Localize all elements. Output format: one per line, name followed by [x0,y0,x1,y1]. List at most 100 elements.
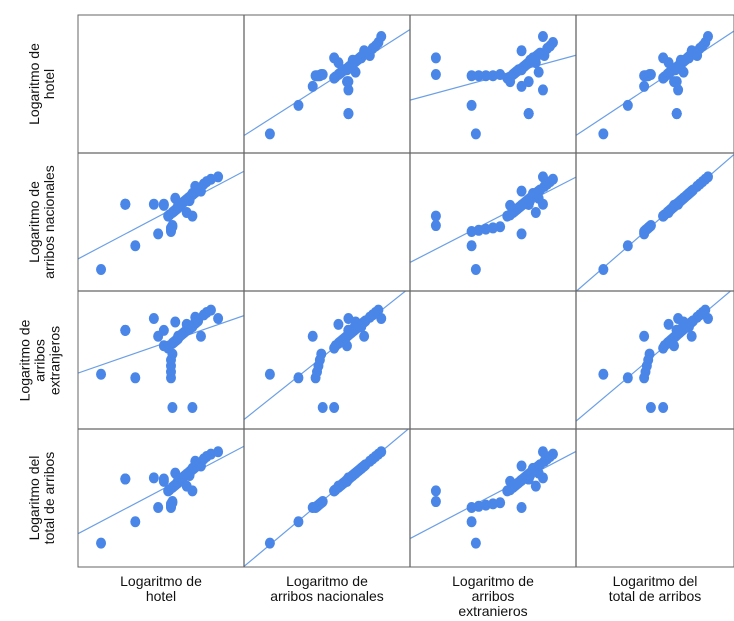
row-label-line: arribos nacionales [41,165,57,279]
data-point [153,228,164,240]
data-point [170,316,181,328]
data-point [347,323,358,335]
data-point [495,497,506,509]
matrix-frame [77,14,734,568]
data-point [466,516,477,528]
data-point [307,330,318,342]
column-label-line: arribos nacionales [270,588,384,604]
data-point [329,52,340,64]
data-point [537,446,548,458]
data-point [96,368,107,380]
data-point [669,199,680,211]
data-point [598,368,609,380]
data-point [347,54,358,66]
data-point [430,69,441,81]
data-point [173,474,184,486]
column-label-extranjeros: Logaritmo de arribos extranieros [408,574,578,619]
data-point [430,52,441,64]
column-label-hotel: Logaritmo de hotel [76,574,246,604]
column-label-line: Logaritmo de [120,573,202,589]
data-point [201,450,212,462]
panel-extranjeros-vs-hotel [78,304,244,413]
fit-line [410,176,576,263]
data-point [148,472,159,484]
data-point [505,76,516,88]
data-point [181,318,192,330]
data-point [658,210,669,222]
column-label-line: hotel [145,588,177,604]
row-label-extranjeros: Logaritmo de arribos extranjeros [16,290,63,430]
data-point [622,372,633,384]
data-point [317,69,328,81]
data-point [167,220,178,232]
data-point [516,228,527,240]
data-point [187,401,198,413]
row-label-line: Logaritmo de [16,319,33,401]
row-label-nacionales: Logaritmo de arribos nacionales [26,152,57,292]
data-point [516,199,527,211]
column-label-line: Logaritmo del [612,573,698,589]
data-point [195,185,206,197]
data-point [523,76,534,88]
data-point [470,537,481,549]
data-point [545,40,556,52]
data-point [639,80,650,92]
data-point [622,240,633,252]
data-point [201,176,212,188]
data-point [645,69,656,81]
row-label-line: arribos [31,338,48,382]
column-label-line: Logaritmo de [452,573,534,589]
panel-hotel-vs-nacionales [244,29,410,140]
column-label-line: Logaritmo de [286,573,368,589]
data-point [158,324,169,336]
data-point [376,312,387,324]
data-point [120,198,131,210]
data-point [187,485,198,497]
data-point [190,311,201,323]
data-point [153,501,164,513]
row-label-line: total de arribos [41,451,57,545]
data-point [430,220,441,232]
data-point [495,221,506,233]
column-label-line: arribos [471,588,515,604]
data-point [516,64,527,76]
data-point [158,199,169,211]
data-point [341,76,352,88]
data-point [96,537,107,549]
data-point [376,446,387,458]
data-point [473,70,484,82]
data-point [359,45,370,57]
data-point [702,171,713,183]
row-label-line: Logaritmo de [26,43,42,125]
data-point [293,372,304,384]
data-point [264,368,275,380]
data-point [530,207,541,219]
row-label-line: hotel [41,68,57,100]
row-label-line: Logaritmo de [26,181,42,263]
data-point [341,64,352,76]
data-point [293,516,304,528]
data-point [213,171,224,183]
data-point [530,57,541,69]
data-point [702,312,713,324]
data-point [195,460,206,472]
data-point [470,128,481,140]
data-point [158,340,169,352]
data-point [293,99,304,111]
data-point [533,66,544,78]
data-point [173,330,184,342]
data-point [644,348,655,360]
data-point [686,330,697,342]
data-point [430,485,441,497]
data-point [466,99,477,111]
data-point [120,324,131,336]
data-point [130,372,141,384]
data-point [376,31,387,43]
data-point [683,321,694,333]
data-point [317,496,328,508]
data-point [495,69,506,81]
data-point [370,40,381,52]
data-point [686,45,697,57]
data-point [516,45,527,57]
panel-total-vs-hotel [78,445,244,549]
